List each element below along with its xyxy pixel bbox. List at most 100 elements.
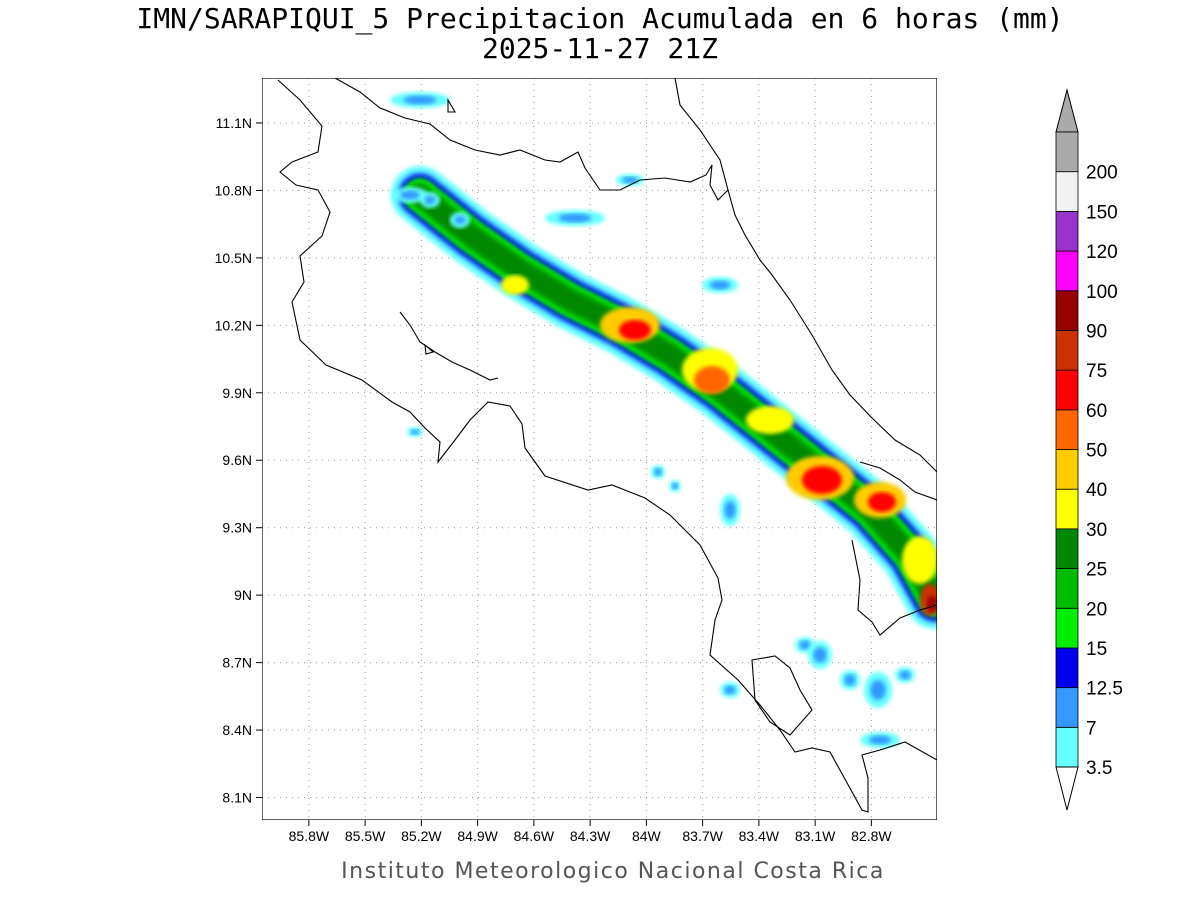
colorbar-swatch [1055, 171, 1079, 212]
colorbar-swatch [1055, 409, 1079, 450]
precip-cell-core [654, 468, 662, 476]
y-tick-label: 9.9N [222, 385, 252, 401]
colorbar-level-label: 7 [1086, 718, 1097, 739]
precip-cell-core [558, 213, 592, 223]
precipitation-field [390, 92, 937, 748]
footer-credit: Instituto Meteorologico Nacional Costa R… [341, 859, 885, 884]
precip-cell-core [622, 176, 638, 184]
colorbar-level-label: 120 [1086, 242, 1118, 263]
colorbar-swatch [1055, 568, 1079, 609]
precip-cell-core [813, 647, 827, 663]
colorbar-swatch [1055, 330, 1079, 371]
map-title-line1: IMN/SARAPIQUI_5 Precipitacion Acumulada … [136, 2, 1063, 36]
precip-cell-core [844, 674, 856, 686]
colorbar-arrow-max [1055, 88, 1079, 133]
precip-core [501, 275, 529, 295]
precip-cell-core [724, 685, 736, 695]
colorbar-swatch [1055, 607, 1079, 649]
colorbar-level-label: 90 [1086, 321, 1107, 342]
north-border [334, 78, 937, 473]
colorbar-swatch [1055, 687, 1079, 728]
precip-core [927, 596, 937, 612]
precip-core [802, 466, 842, 494]
colorbar-level-label: 15 [1086, 639, 1107, 660]
x-tick-label: 84.6W [514, 828, 555, 844]
colorbar-swatch [1055, 250, 1079, 292]
longitude-axis: 85.8W 85.5W 85.2W 84.9W 84.6W 84.3W 84W 83.7W 83… [289, 820, 892, 844]
nicaragua-coastline [277, 79, 937, 813]
precip-core [694, 366, 730, 394]
colorbar-level-label: 25 [1086, 560, 1107, 581]
colorbar-swatch [1055, 131, 1079, 173]
y-tick-label: 9.3N [222, 520, 252, 536]
x-tick-label: 84.3W [570, 828, 611, 844]
x-tick-label: 83.4W [739, 828, 780, 844]
osa-peninsula [751, 655, 813, 736]
y-tick-label: 8.1N [222, 790, 252, 806]
y-tick-label: 10.8N [215, 182, 252, 198]
colorbar-arrow-min [1055, 766, 1079, 811]
precip-cell-core [671, 482, 679, 490]
x-tick-label: 84.9W [457, 828, 498, 844]
x-tick-label: 83.7W [682, 828, 723, 844]
precip-cell-core [400, 190, 420, 200]
precip-cell-core [424, 195, 436, 205]
colorbar-level-label: 75 [1086, 361, 1107, 382]
y-tick-label: 8.7N [222, 655, 252, 671]
map-plot-area [262, 78, 937, 820]
colorbar-swatch [1055, 488, 1079, 530]
colorbar-level-label: 150 [1086, 202, 1118, 223]
precip-cell-core [403, 95, 437, 105]
x-tick-label: 84W [632, 828, 662, 844]
caribbean-coast [674, 78, 729, 191]
y-tick-label: 10.5N [215, 250, 252, 266]
precip-core [902, 536, 937, 584]
precip-core [746, 406, 794, 434]
precip-cell-core [870, 680, 886, 700]
panama-border [851, 461, 937, 636]
colorbar-level-label: 20 [1086, 599, 1107, 620]
colorbar-swatch [1055, 210, 1079, 252]
x-tick-label: 85.2W [401, 828, 442, 844]
precip-cell-core [724, 501, 736, 519]
y-tick-label: 11.1N [216, 115, 252, 131]
x-tick-label: 85.5W [345, 828, 386, 844]
x-tick-label: 82.8W [851, 828, 892, 844]
y-tick-label: 8.4N [222, 722, 252, 738]
precip-cell-core [710, 280, 730, 290]
colorbar-level-label: 100 [1086, 282, 1118, 303]
coastline-borders [277, 78, 937, 813]
colorbar-level-label: 12.5 [1086, 679, 1123, 700]
precipitation-colorbar: 3.5 7 12.5 15 20 25 30 40 50 60 75 90 100 120 150 200 [1055, 88, 1123, 811]
colorbar-level-label: 30 [1086, 520, 1107, 541]
island-outline [447, 97, 456, 113]
colorbar-labels: 3.5 7 12.5 15 20 25 30 40 50 60 75 90 100 120 150 200 [1086, 163, 1123, 779]
colorbar-swatches [1055, 131, 1079, 768]
y-tick-label: 10.2N [215, 317, 252, 333]
colorbar-level-label: 3.5 [1086, 758, 1112, 779]
colorbar-level-label: 40 [1086, 480, 1107, 501]
y-tick-label: 9.6N [222, 452, 252, 468]
colorbar-swatch [1055, 528, 1079, 569]
colorbar-level-label: 200 [1086, 163, 1118, 184]
precip-core [868, 492, 896, 512]
precip-cell-core [454, 215, 466, 225]
precip-cell-core [899, 670, 911, 680]
y-tick-label: 9N [234, 587, 252, 603]
colorbar-swatch [1055, 726, 1079, 768]
gulf-of-nicoya-coast [399, 311, 499, 381]
latitude-axis: 11.1N 10.8N 10.5N 10.2N 9.9N 9.6N 9.3N 9N 8.7N 8.… [215, 115, 262, 806]
map-title-line2: 2025-11-27 21Z [482, 32, 718, 65]
precip-cell-core [799, 640, 811, 650]
colorbar-level-label: 60 [1086, 401, 1107, 422]
x-tick-label: 83.1W [795, 828, 836, 844]
colorbar-swatch [1055, 369, 1079, 411]
colorbar-level-label: 50 [1086, 441, 1107, 462]
precip-cell-core [869, 735, 891, 745]
colorbar-swatch [1055, 449, 1079, 490]
colorbar-swatch [1055, 290, 1079, 331]
precip-core [619, 320, 651, 340]
colorbar-swatch [1055, 647, 1079, 689]
precip-cell-core [410, 429, 420, 435]
